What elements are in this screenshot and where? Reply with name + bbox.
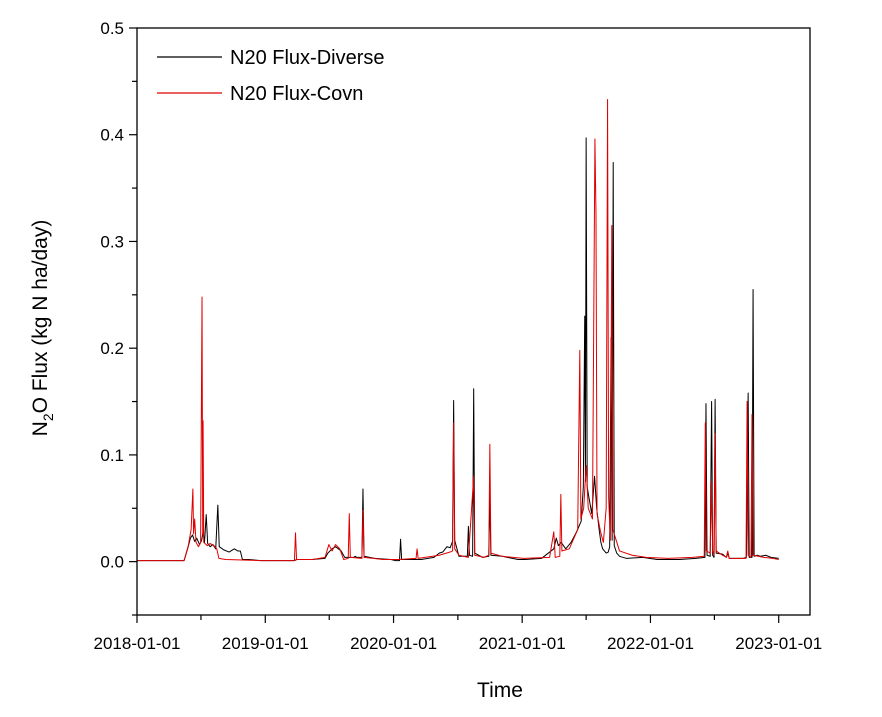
y-tick-label: 0.1	[100, 446, 124, 465]
legend: N20 Flux-Diverse N20 Flux-Covn	[157, 47, 384, 105]
y-axis-title-subscript: 2	[40, 413, 56, 421]
series-line-diverse	[137, 137, 779, 562]
y-axis-title: N2O Flux (kg N ha/day)	[29, 220, 56, 437]
x-tick-label: 2020-01-01	[350, 634, 437, 653]
x-tick-label: 2018-01-01	[94, 634, 181, 653]
x-tick-label: 2021-01-01	[479, 634, 566, 653]
series-layer	[137, 99, 779, 562]
y-tick-label: 0.0	[100, 553, 124, 572]
y-tick-label: 0.2	[100, 339, 124, 358]
series-line-covn	[137, 99, 779, 562]
x-axis-title: Time	[477, 679, 523, 702]
y-tick-label: 0.4	[100, 126, 124, 145]
y-tick-label: 0.3	[100, 232, 124, 251]
legend-label-covn: N20 Flux-Covn	[230, 83, 363, 105]
legend-label-diverse: N20 Flux-Diverse	[230, 47, 384, 69]
y-axis-title-suffix: O Flux (kg N ha/day)	[29, 220, 52, 414]
x-tick-label: 2022-01-01	[607, 634, 694, 653]
x-tick-label: 2023-01-01	[735, 634, 822, 653]
y-axis-title-prefix: N	[29, 421, 52, 436]
tick-labels-layer: 0.0 0.1 0.2 0.3 0.4 0.5 2018-01-01 2019-01-01 20…	[94, 19, 823, 653]
plot-area-frame	[136, 27, 811, 616]
y-tick-label: 0.5	[100, 19, 124, 38]
ticks-layer	[129, 27, 780, 623]
x-tick-label: 2019-01-01	[222, 634, 309, 653]
